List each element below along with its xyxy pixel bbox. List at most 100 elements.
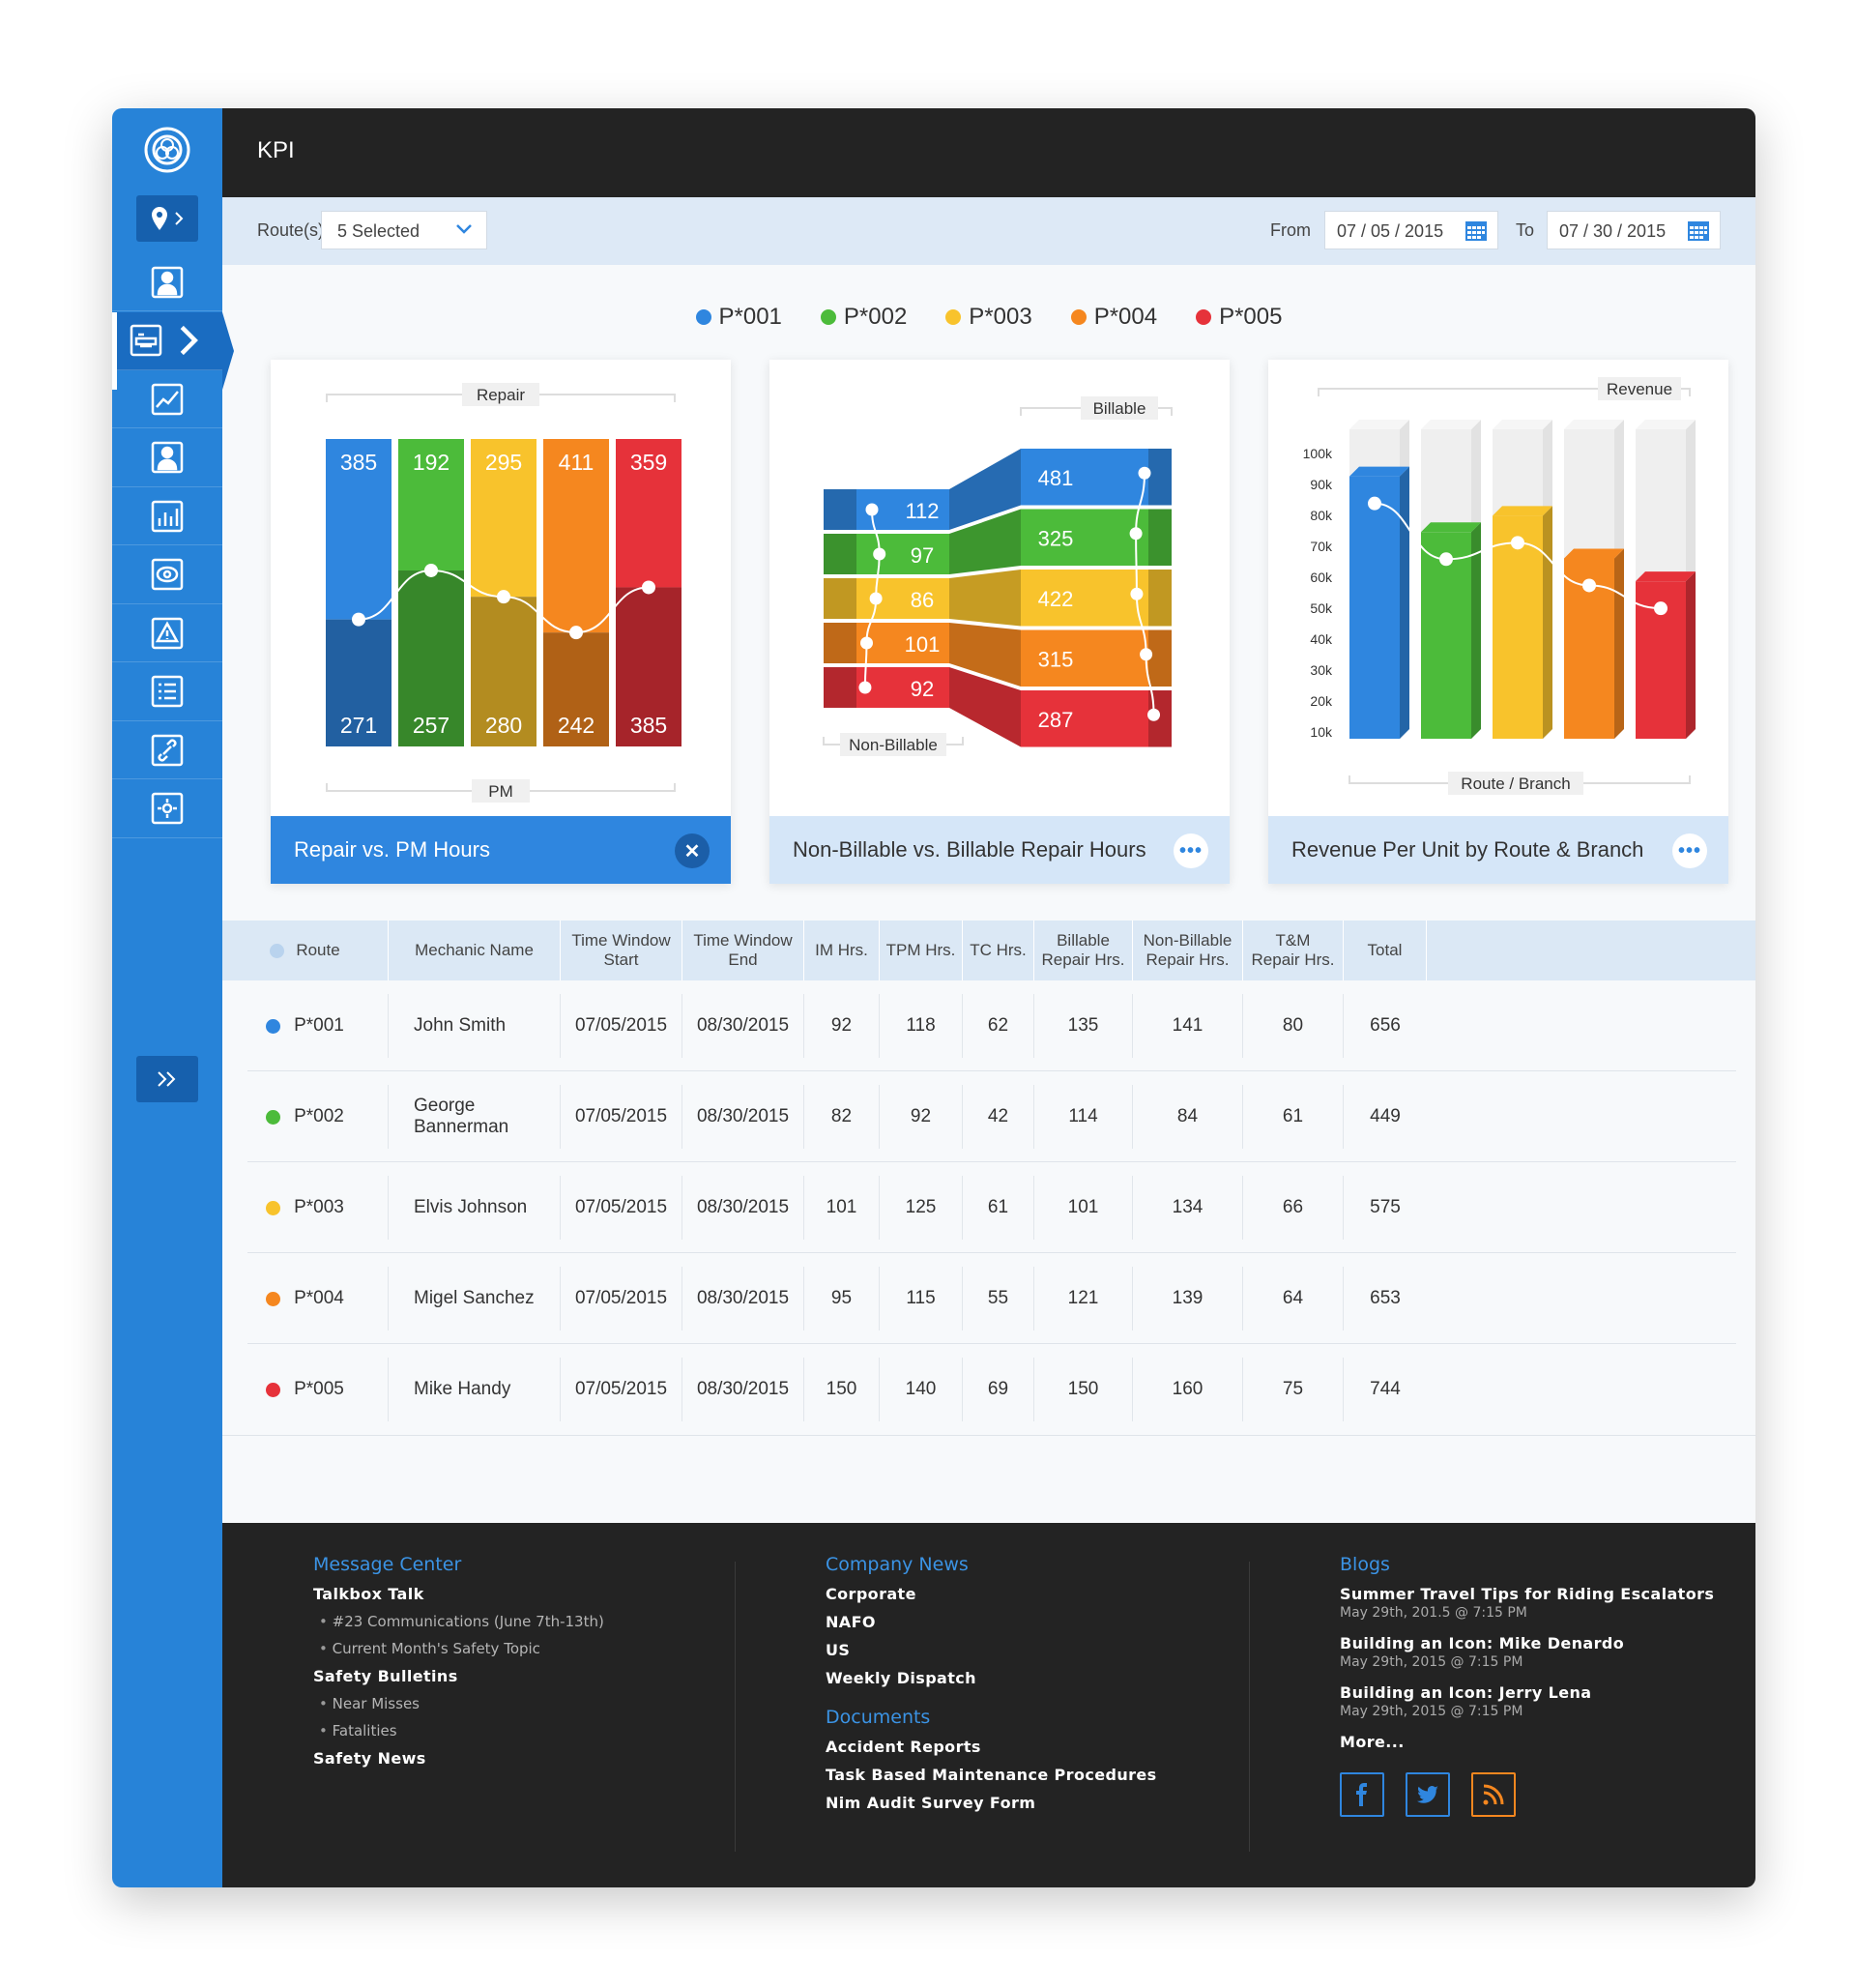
to-date-input[interactable]: 07 / 30 / 2015: [1547, 211, 1721, 249]
sidebar-item-transport[interactable]: [112, 311, 234, 390]
sidebar-item-bar-chart[interactable]: [112, 487, 222, 545]
column-header[interactable]: Non-Billable Repair Hrs.: [1133, 921, 1243, 980]
non-billable-value: 86: [911, 588, 934, 612]
column-header[interactable]: TC Hrs.: [963, 921, 1034, 980]
revenue-card[interactable]: Revenue Route / Branch 10k 20k 30k 40k 50k 60k 7…: [1268, 360, 1728, 884]
sidebar-item-list[interactable]: [112, 663, 222, 721]
sidebar-item-atom[interactable]: [112, 546, 222, 604]
table-row[interactable]: P*004 Migel Sanchez 07/05/2015 08/30/2015 95…: [222, 1253, 1755, 1344]
footer-link[interactable]: Fatalities: [319, 1722, 604, 1740]
pm-value: 271: [340, 713, 377, 738]
footer-link[interactable]: Task Based Maintenance Procedures: [826, 1766, 1157, 1784]
revenue-chart: Revenue Route / Branch 10k 20k 30k 40k 50k 60k 7…: [1303, 377, 1696, 795]
table-bottom-border: [222, 1435, 1755, 1436]
column-header[interactable]: Time Window End: [682, 921, 804, 980]
table-cell: 141: [1133, 994, 1243, 1058]
column-header[interactable]: Route: [222, 921, 389, 980]
legend-dot: [820, 309, 836, 325]
footer-link[interactable]: NAFO: [826, 1613, 876, 1631]
blog-link[interactable]: Building an Icon: Mike Denardo: [1340, 1634, 1625, 1652]
table-row[interactable]: P*003 Elvis Johnson 07/05/2015 08/30/2015 10…: [222, 1162, 1755, 1253]
footer-link[interactable]: Safety Bulletins: [313, 1667, 458, 1685]
legend-item[interactable]: P*004: [1070, 298, 1157, 336]
column-header[interactable]: TPM Hrs.: [880, 921, 963, 980]
sidebar-item-mechanic[interactable]: [112, 429, 222, 487]
pm-bar: [616, 587, 682, 746]
close-icon[interactable]: ✕: [675, 833, 710, 868]
card-footer[interactable]: Revenue Per Unit by Route & Branch •••: [1268, 816, 1728, 884]
facebook-icon[interactable]: [1340, 1772, 1384, 1817]
more-options-icon[interactable]: •••: [1174, 833, 1208, 868]
legend-item[interactable]: P*005: [1196, 298, 1282, 336]
table-cell: 66: [1243, 1176, 1344, 1240]
trend-point: [497, 590, 510, 604]
footer-link[interactable]: Weekly Dispatch: [826, 1669, 976, 1687]
column-header[interactable]: Time Window Start: [561, 921, 682, 980]
table-cell: P*001: [222, 994, 389, 1058]
table-row[interactable]: P*005 Mike Handy 07/05/2015 08/30/2015 150 14…: [222, 1344, 1755, 1435]
column-header[interactable]: Billable Repair Hrs.: [1034, 921, 1133, 980]
billable-value: 315: [1038, 648, 1074, 672]
label-pill: [1598, 377, 1681, 400]
calendar-icon[interactable]: [1464, 219, 1488, 243]
twitter-icon[interactable]: [1406, 1772, 1450, 1817]
y-tick-label: 90k: [1310, 477, 1333, 492]
billable-value: 287: [1038, 708, 1074, 732]
table-row[interactable]: P*001 John Smith 07/05/2015 08/30/2015 92 118…: [222, 980, 1755, 1071]
billable-card[interactable]: Billable Non-Billable 112 481 97 325 86 422 101 3…: [769, 360, 1230, 884]
more-options-icon[interactable]: •••: [1672, 833, 1707, 868]
cell-value: John Smith: [414, 1015, 507, 1036]
repair-value: 295: [485, 450, 522, 475]
footer-link[interactable]: Current Month's Safety Topic: [319, 1640, 604, 1657]
blog-link[interactable]: Building an Icon: Jerry Lena: [1340, 1683, 1592, 1702]
pm-bar: [471, 597, 536, 746]
footer-link[interactable]: Talkbox Talk: [313, 1585, 424, 1603]
location-selector-button[interactable]: [136, 195, 198, 242]
footer-link[interactable]: Nim Audit Survey Form: [826, 1794, 1036, 1812]
non-billable-value: 112: [905, 499, 939, 523]
route-dot: [266, 1382, 281, 1397]
repair-pm-card[interactable]: Repair PM 385 271 192 257 295 280 411 242 359 385 R…: [271, 360, 731, 884]
repair-bar: [616, 439, 682, 588]
footer-link[interactable]: US: [826, 1641, 851, 1659]
card-footer[interactable]: Non-Billable vs. Billable Repair Hours •…: [769, 816, 1230, 884]
pm-value: 257: [413, 713, 450, 738]
sidebar-item-worker[interactable]: [112, 253, 222, 311]
column-header[interactable]: Total: [1344, 921, 1427, 980]
routes-select[interactable]: 5 Selected: [321, 211, 487, 249]
label-pill: [1081, 396, 1158, 420]
calendar-icon[interactable]: [1687, 219, 1710, 243]
from-date-input[interactable]: 07 / 05 / 2015: [1324, 211, 1498, 249]
footer-link[interactable]: Corporate: [826, 1585, 916, 1603]
footer-link[interactable]: Near Misses: [319, 1695, 604, 1712]
sidebar-item-line-chart[interactable]: [112, 370, 222, 428]
message-center-title: Message Center: [313, 1554, 462, 1575]
legend-item[interactable]: P*003: [945, 298, 1032, 336]
card-footer[interactable]: Repair vs. PM Hours ✕: [271, 816, 731, 884]
expand-sidebar-button[interactable]: [136, 1056, 198, 1102]
rss-icon[interactable]: [1471, 1772, 1516, 1817]
column-header[interactable]: Mechanic Name: [389, 921, 561, 980]
table-cell: 08/30/2015: [682, 994, 804, 1058]
link-icon: [151, 734, 184, 766]
table-cell: 62: [963, 994, 1034, 1058]
sidebar-item-link[interactable]: [112, 721, 222, 779]
sidebar-item-settings[interactable]: [112, 780, 222, 838]
blog-link[interactable]: Summer Travel Tips for Riding Escalators: [1340, 1585, 1715, 1603]
sidebar-item-warning[interactable]: [112, 604, 222, 662]
table-cell: 92: [880, 1085, 963, 1149]
footer-link[interactable]: Safety News: [313, 1749, 426, 1768]
legend-item[interactable]: P*002: [820, 298, 907, 336]
billable-value: 325: [1038, 527, 1074, 551]
route-dot: [266, 1200, 281, 1215]
cell-value: 08/30/2015: [696, 1288, 790, 1308]
more-link[interactable]: More...: [1340, 1733, 1405, 1751]
social-links: [1340, 1772, 1714, 1817]
column-header[interactable]: IM Hrs.: [804, 921, 880, 980]
double-chevron-right-icon: [158, 1071, 176, 1087]
legend-item[interactable]: P*001: [695, 298, 782, 336]
column-header[interactable]: T&M Repair Hrs.: [1243, 921, 1344, 980]
table-row[interactable]: P*002 George Bannerman 07/05/2015 08/30/201…: [222, 1071, 1755, 1162]
footer-link[interactable]: Accident Reports: [826, 1738, 981, 1756]
footer-link[interactable]: #23 Communications (June 7th-13th): [319, 1613, 604, 1630]
